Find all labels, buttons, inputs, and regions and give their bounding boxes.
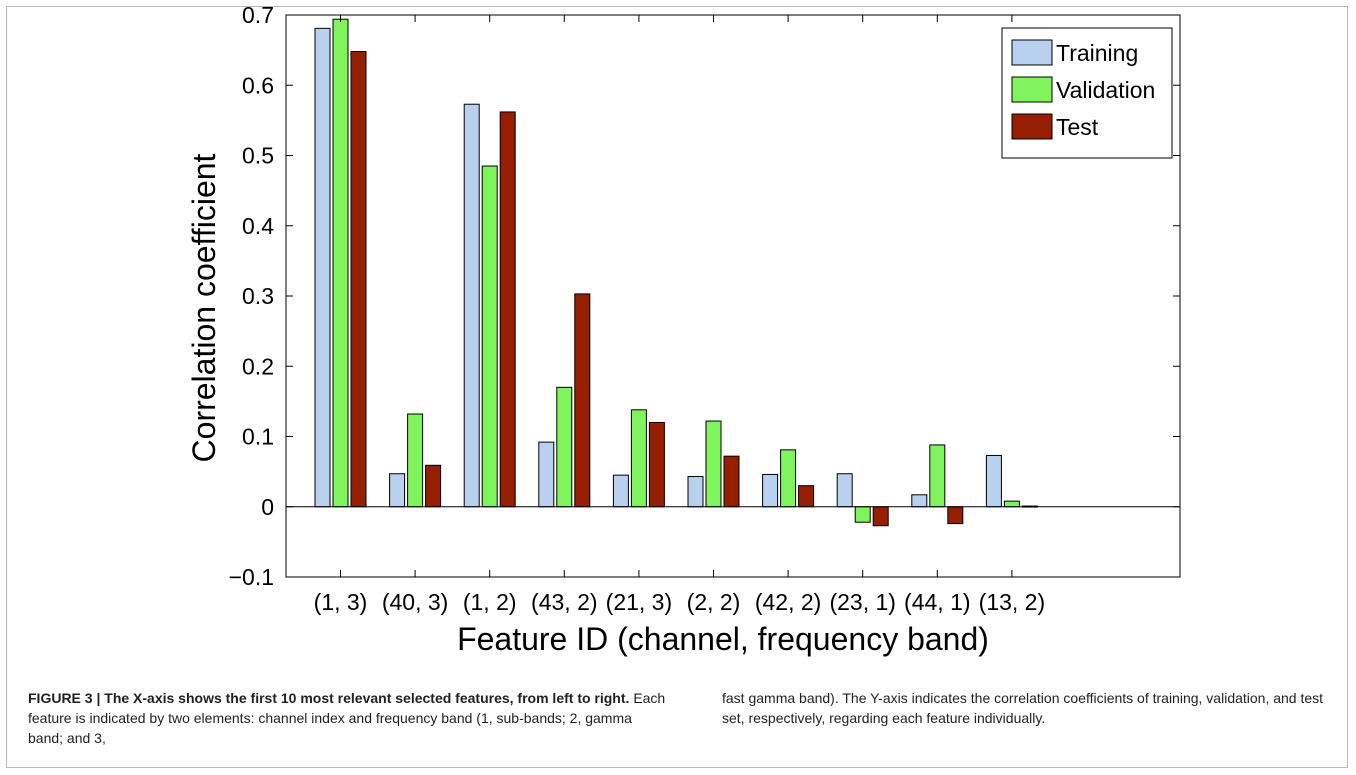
y-tick-label: 0.3 bbox=[242, 283, 274, 309]
bar-test-3 bbox=[574, 293, 591, 508]
bar-test-6 bbox=[798, 485, 815, 508]
bar-training-8 bbox=[911, 494, 928, 508]
y-tick-label: 0.6 bbox=[242, 72, 274, 98]
bar-training-3 bbox=[538, 441, 555, 508]
legend-swatch-training bbox=[1011, 39, 1053, 66]
legend: Training Validation Test bbox=[1001, 27, 1173, 159]
y-tick-label: 0.4 bbox=[242, 213, 274, 239]
bar-training-2 bbox=[463, 103, 480, 508]
bar-validation-0 bbox=[332, 18, 349, 508]
x-tick-label: (44, 1) bbox=[904, 589, 970, 615]
x-tick-label: (21, 3) bbox=[606, 589, 672, 615]
x-tick-label: (43, 2) bbox=[531, 589, 597, 615]
bar-test-8 bbox=[947, 506, 964, 525]
bar-training-9 bbox=[985, 454, 1002, 508]
figure-frame bbox=[6, 6, 1348, 768]
bar-training-0 bbox=[314, 27, 331, 508]
bar-test-5 bbox=[723, 455, 740, 508]
y-tick-label: 0.7 bbox=[242, 2, 274, 28]
caption-right-text: fast gamma band). The Y-axis indicates t… bbox=[722, 690, 1324, 726]
bar-training-1 bbox=[389, 473, 406, 508]
x-tick-label: (1, 2) bbox=[463, 589, 517, 615]
x-axis-title: Feature ID (channel, frequency band) bbox=[457, 621, 989, 657]
x-tick-label: (23, 1) bbox=[829, 589, 895, 615]
caption-left-text: Each feature is indicated by two element… bbox=[28, 690, 666, 746]
y-tick-label: 0.1 bbox=[242, 424, 274, 450]
figure-label: FIGURE 3 | bbox=[28, 690, 101, 706]
y-tick-label: −0.1 bbox=[229, 564, 274, 590]
bar-validation-3 bbox=[556, 386, 573, 508]
legend-label-validation: Validation bbox=[1056, 77, 1155, 103]
bar-validation-2 bbox=[481, 165, 498, 508]
bar-validation-6 bbox=[780, 449, 797, 508]
caption-bold-text: The X-axis shows the first 10 most relev… bbox=[104, 690, 630, 706]
bar-test-2 bbox=[499, 111, 516, 508]
ticks-layer: −0.1 0 0.1 0.2 0.3 0.4 0.5 0.6 0.7 (1, 3) (40, 3) (… bbox=[229, 2, 1180, 615]
bar-test-0 bbox=[350, 51, 367, 508]
y-tick-label: 0 bbox=[261, 494, 274, 520]
bar-chart: −0.1 0 0.1 0.2 0.3 0.4 0.5 0.6 0.7 (1, 3) (40, 3) (… bbox=[186, 2, 1181, 657]
y-tick-label: 0.5 bbox=[242, 143, 274, 169]
caption-right-column: fast gamma band). The Y-axis indicates t… bbox=[722, 688, 1328, 728]
bar-training-4 bbox=[612, 474, 629, 508]
y-tick-label: 0.2 bbox=[242, 353, 274, 379]
figure-caption: FIGURE 3 | The X-axis shows the first 10… bbox=[0, 688, 1356, 773]
bar-test-7 bbox=[872, 506, 889, 527]
legend-label-test: Test bbox=[1056, 114, 1099, 140]
bar-validation-8 bbox=[929, 444, 946, 508]
x-tick-label: (2, 2) bbox=[687, 589, 741, 615]
legend-swatch-test bbox=[1011, 113, 1053, 140]
x-tick-label: (40, 3) bbox=[382, 589, 448, 615]
x-tick-label: (13, 2) bbox=[979, 589, 1045, 615]
x-tick-label: (1, 3) bbox=[314, 589, 368, 615]
caption-left-column: FIGURE 3 | The X-axis shows the first 10… bbox=[28, 688, 668, 748]
bar-validation-9 bbox=[1003, 500, 1020, 508]
legend-swatch-validation bbox=[1011, 76, 1053, 103]
bar-training-7 bbox=[836, 473, 853, 508]
bar-validation-4 bbox=[630, 409, 647, 508]
legend-label-training: Training bbox=[1056, 40, 1138, 66]
bar-training-6 bbox=[762, 473, 779, 508]
y-axis-title: Correlation coefficient bbox=[186, 153, 222, 462]
bar-training-5 bbox=[687, 476, 704, 508]
bar-test-4 bbox=[648, 421, 665, 508]
bar-test-1 bbox=[425, 464, 442, 508]
bar-validation-7 bbox=[854, 506, 871, 523]
bar-validation-5 bbox=[705, 420, 722, 508]
bar-validation-1 bbox=[407, 413, 424, 508]
x-tick-label: (42, 2) bbox=[755, 589, 821, 615]
